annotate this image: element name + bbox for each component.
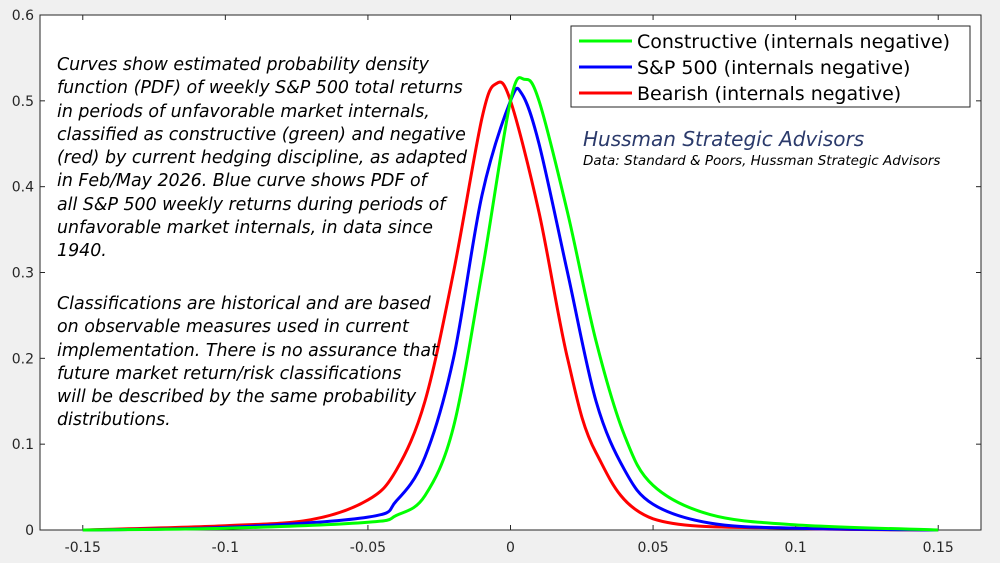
legend-label: Bearish (internals negative) [637,83,901,105]
y-tick-label: 0.3 [12,266,34,282]
x-tick-label: -0.1 [212,540,239,556]
data-source: Data: Standard & Poors, Hussman Strategi… [583,153,941,169]
note-line: in periods of unfavorable market interna… [57,101,430,122]
note-line: in Feb/May 2026. Blue curve shows PDF of [57,171,427,192]
note-line: Curves show estimated probability densit… [57,55,429,75]
note-line: will be described by the same probabilit… [57,387,417,408]
x-tick-label: -0.15 [65,540,101,556]
note-line: distributions. [57,410,171,431]
series-line-sp [82,86,939,532]
note-line: Classifications are historical and are b… [57,294,431,314]
note-line: 1940. [57,241,107,262]
series-line-constructive [82,76,939,532]
note-line: (red) by current hedging discipline, as … [57,148,468,169]
series-line-bearish [82,80,939,532]
x-tick-label: 0.05 [637,540,668,556]
x-tick-label: -0.05 [350,540,386,556]
note-line: all S&P 500 weekly returns during period… [57,194,446,215]
x-tick-label: 0.15 [923,540,954,556]
y-tick-label: 0.6 [12,8,34,24]
notes-block-1: Curves show estimated probability densit… [57,54,468,264]
note-line: future market return/risk classification… [57,363,402,384]
note-line: classified as constructive (green) and n… [57,124,466,145]
y-tick-label: 0.4 [12,180,34,196]
note-line: implementation. There is no assurance th… [57,340,438,361]
legend-label: S&P 500 (internals negative) [637,57,910,79]
note-line: on observable measures used in current [57,317,409,338]
y-tick-label: 0.2 [12,351,34,367]
y-tick-label: 0.1 [12,437,34,453]
y-tick-label: 0 [25,523,34,539]
notes-block-2: Classifications are historical and are b… [57,293,457,433]
note-line: function (PDF) of weekly S&P 500 total r… [57,78,463,99]
legend-label: Constructive (internals negative) [637,31,950,53]
y-tick-label: 0.5 [12,94,34,110]
legend: Constructive (internals negative) S&P 500… [570,25,971,108]
legend-box [570,25,971,108]
brand-name: Hussman Strategic Advisors [583,127,865,151]
x-tick-label: 0.1 [785,540,807,556]
note-line: unfavorable market internals, in data si… [57,218,433,239]
x-tick-label: 0 [506,540,515,556]
